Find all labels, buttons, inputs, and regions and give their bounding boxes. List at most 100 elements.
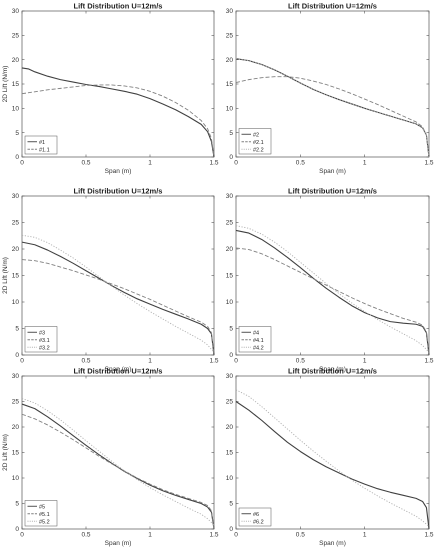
x-tick-label: 1 <box>363 358 367 365</box>
legend-label: #4.2 <box>253 345 264 351</box>
chart-title: Lift Distribution U=12m/s <box>74 367 163 376</box>
x-tick-label: 1 <box>148 532 152 539</box>
y-tick-label: 10 <box>12 299 20 306</box>
y-tick-label: 15 <box>12 450 20 457</box>
x-tick-label: 1 <box>148 160 152 167</box>
legend-label: #4 <box>253 330 259 336</box>
legend-label: #1.1 <box>39 147 50 153</box>
legend-label: #5 <box>39 504 45 510</box>
x-tick-label: 1 <box>363 532 367 539</box>
legend-box <box>238 326 272 353</box>
chart-title: Lift Distribution U=12m/s <box>74 187 163 196</box>
y-tick-label: 5 <box>15 326 19 333</box>
y-axis-label: 2D Lift (N/m) <box>2 66 9 103</box>
y-tick-label: 30 <box>226 193 234 200</box>
y-tick-label: 30 <box>226 373 234 380</box>
y-tick-label: 10 <box>226 106 234 113</box>
x-tick-label: 0 <box>234 160 238 167</box>
y-tick-label: 25 <box>226 33 234 40</box>
plot-area <box>21 10 215 158</box>
legend-label: #2 <box>253 132 259 138</box>
legend-label: #4.1 <box>253 338 264 344</box>
y-tick-label: 0 <box>15 526 19 533</box>
series-line-3-2 <box>21 234 215 353</box>
x-tick-label: 1.5 <box>209 160 218 167</box>
legend: #1#1.1 <box>24 135 58 155</box>
y-tick-label: 20 <box>226 57 234 64</box>
x-tick-label: 0.5 <box>296 532 305 539</box>
x-tick-label: 1.5 <box>424 358 433 365</box>
y-tick-label: 10 <box>226 475 234 482</box>
legend-label: #2.2 <box>253 147 264 153</box>
chart-panel-3: Lift Distribution U=12m/s 0 5 10 15 20 25 30 0 0.… <box>2 187 219 374</box>
legend-label: #2.1 <box>253 140 264 146</box>
y-axis-label: 2D Lift (N/m) <box>2 434 9 471</box>
x-tick-label: 0.5 <box>81 160 90 167</box>
y-tick-label: 30 <box>12 8 20 15</box>
legend: #3 #3.1#3.2 <box>24 326 58 353</box>
y-tick-label: 0 <box>229 154 233 161</box>
y-tick-label: 20 <box>226 246 234 253</box>
series-line-1-1 <box>21 84 215 158</box>
y-tick-label: 25 <box>226 220 234 227</box>
y-tick-label: 5 <box>15 501 19 508</box>
chart-title: Lift Distribution U=12m/s <box>288 2 377 11</box>
legend-label: #6 <box>253 512 259 518</box>
x-axis-label: Span (m) <box>105 168 132 175</box>
series-line-5-2 <box>21 398 215 526</box>
legend-label: #3.2 <box>39 345 50 351</box>
y-tick-label: 30 <box>226 8 234 15</box>
chart-title: Lift Distribution U=12m/s <box>288 367 377 376</box>
series-line-2-1 <box>235 76 430 158</box>
series-line-3-1 <box>21 259 215 356</box>
x-tick-label: 0.5 <box>296 358 305 365</box>
y-tick-label: 15 <box>12 273 20 280</box>
x-tick-label: 1.5 <box>209 532 218 539</box>
x-axis-label: Span (m) <box>319 168 346 175</box>
y-tick-label: 0 <box>15 154 19 161</box>
legend-box <box>238 128 272 155</box>
chart-panel-5: Lift Distribution U=12m/s 0 5 10 15 20 25 30 0 0.… <box>2 367 219 548</box>
series-line-4-1 <box>235 247 430 356</box>
x-tick-label: 0.5 <box>81 532 90 539</box>
y-tick-label: 5 <box>229 130 233 137</box>
legend-box <box>238 507 272 527</box>
y-tick-label: 10 <box>12 475 20 482</box>
legend-label: #3.1 <box>39 338 50 344</box>
series-line-1 <box>21 67 215 158</box>
y-tick-label: 15 <box>12 81 20 88</box>
chart-panel-4: Lift Distribution U=12m/s 0 5 10 15 20 25 30 0 0.… <box>226 187 434 374</box>
series-line-5 <box>21 403 215 530</box>
x-tick-label: 0 <box>20 160 24 167</box>
y-tick-label: 5 <box>15 130 19 137</box>
y-tick-label: 15 <box>226 273 234 280</box>
chart-panel-6: Lift Distribution U=12m/s 0 5 10 15 20 25 30 0 0.… <box>226 367 434 548</box>
y-tick-label: 25 <box>12 220 20 227</box>
series-line-6 <box>235 401 430 530</box>
x-tick-label: 1.5 <box>424 160 433 167</box>
x-axis-label: Span (m) <box>105 366 132 373</box>
legend-label: #5.2 <box>39 519 50 525</box>
plot-area <box>235 375 430 530</box>
series-line-3 <box>21 241 215 356</box>
x-tick-label: 0.5 <box>81 358 90 365</box>
series-line-4-2 <box>235 225 430 353</box>
x-tick-label: 0.5 <box>296 160 305 167</box>
y-tick-label: 20 <box>226 424 234 431</box>
legend-label: #5.1 <box>39 512 50 518</box>
series-line-2-2 <box>235 58 430 158</box>
legend-box <box>24 326 58 353</box>
x-tick-label: 1 <box>363 160 367 167</box>
y-tick-label: 25 <box>12 399 20 406</box>
x-tick-label: 1.5 <box>209 358 218 365</box>
y-tick-label: 0 <box>229 526 233 533</box>
chart-panel-1: Lift Distribution U=12m/s 0 5 10 15 20 25 30 0 0.… <box>2 2 219 176</box>
legend-box <box>24 500 58 527</box>
y-tick-label: 0 <box>229 352 233 359</box>
y-tick-label: 10 <box>226 299 234 306</box>
x-axis-label: Span (m) <box>319 366 346 373</box>
legend-label: #6.2 <box>253 519 264 525</box>
legend: #4 #4.1#4.2 <box>238 326 272 353</box>
x-axis-label: Span (m) <box>105 540 132 547</box>
series-line-5-1 <box>21 413 215 530</box>
